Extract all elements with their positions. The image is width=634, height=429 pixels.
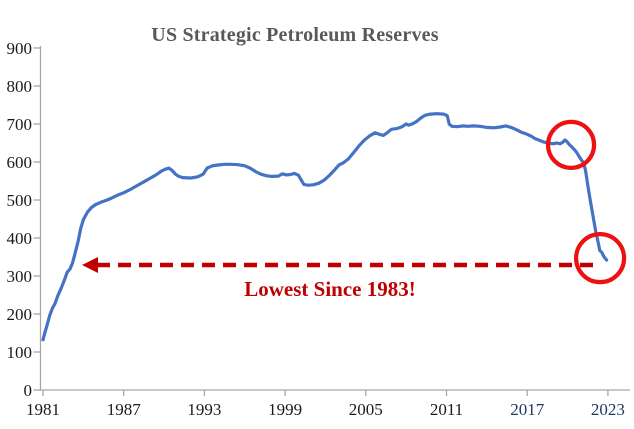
y-tick-label: 400 [7, 229, 33, 248]
y-tick-label: 0 [24, 381, 33, 400]
y-tick-label: 700 [7, 115, 33, 134]
y-tick-label: 300 [7, 267, 33, 286]
chart-title: US Strategic Petroleum Reserves [151, 24, 439, 46]
x-tick-label: 1999 [268, 400, 302, 419]
x-tick-label: 1987 [107, 400, 142, 419]
y-tick-label: 900 [7, 39, 33, 58]
y-tick-label: 500 [7, 191, 33, 210]
lowest-arrow-head [82, 256, 99, 273]
x-tick-label: 2017 [510, 400, 545, 419]
spr-line [41, 112, 609, 342]
x-tick-label: 1981 [26, 400, 60, 419]
y-tick-label: 200 [7, 305, 33, 324]
highlight-circle-2020 [545, 119, 597, 170]
highlight-circle-2023 [573, 232, 627, 285]
x-tick-label: 2023 [591, 400, 625, 419]
x-tick-label: 2011 [430, 400, 463, 419]
lowest-since-label: Lowest Since 1983! [244, 277, 416, 301]
y-tick-label: 100 [7, 343, 33, 362]
x-tick-label: 2005 [349, 400, 383, 419]
y-tick-label: 600 [7, 153, 33, 172]
y-tick-label: 800 [7, 77, 33, 96]
x-tick-label: 1993 [187, 400, 221, 419]
